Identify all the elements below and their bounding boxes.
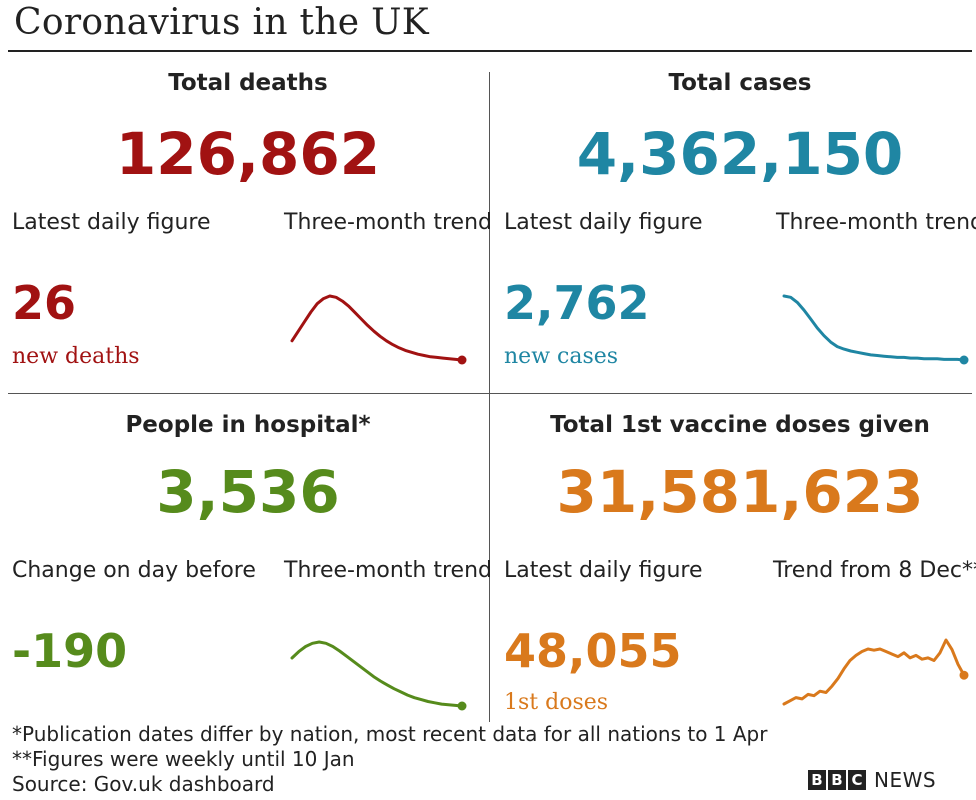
trend-end-point <box>959 355 969 365</box>
latest-value: 48,055 <box>504 624 682 678</box>
footnotes: *Publication dates differ by nation, mos… <box>12 722 767 797</box>
right-label: Three-month trend <box>776 210 976 235</box>
sparkline-hospital <box>290 640 467 711</box>
latest-unit: 1st doses <box>504 690 609 715</box>
panel-cases: Total cases 4,362,150 Latest daily figur… <box>500 66 976 386</box>
title-rule <box>8 50 972 52</box>
latest-value: -190 <box>12 624 128 678</box>
horizontal-divider <box>8 393 972 394</box>
trend-end-point <box>959 670 969 680</box>
total-value: 126,862 <box>115 120 381 188</box>
total-value: 3,536 <box>156 458 340 526</box>
sparkline-deaths <box>290 294 467 365</box>
total-value: 31,581,623 <box>556 458 924 526</box>
latest-unit: new cases <box>504 344 619 369</box>
right-label: Three-month trend <box>284 210 492 235</box>
right-label: Three-month trend <box>284 558 492 583</box>
footnote-publication: *Publication dates differ by nation, mos… <box>12 722 768 746</box>
trend-end-point <box>457 355 467 365</box>
news-wordmark: NEWS <box>874 768 937 792</box>
footnote-weekly: **Figures were weekly until 10 Jan <box>12 747 355 771</box>
bbc-letter: B <box>808 770 826 790</box>
latest-value: 2,762 <box>504 276 650 330</box>
total-value: 4,362,150 <box>576 120 904 188</box>
bbc-blocks: B B C <box>808 770 866 790</box>
left-label: Change on day before <box>12 558 256 583</box>
bbc-letter: B <box>828 770 846 790</box>
sparkline-cases <box>782 294 969 365</box>
left-label: Latest daily figure <box>12 210 211 235</box>
panel-heading: People in hospital* <box>125 412 371 438</box>
right-label: Trend from 8 Dec** <box>773 558 976 583</box>
bbc-letter: C <box>848 770 866 790</box>
trend-line <box>782 294 966 362</box>
panel-hospital: People in hospital* 3,536 Change on day … <box>8 410 492 730</box>
panel-heading: Total 1st vaccine doses given <box>550 412 930 438</box>
source-note: Source: Gov.uk dashboard <box>12 772 275 796</box>
panel-deaths: Total deaths 126,862 Latest daily figure… <box>8 66 492 386</box>
trend-line <box>782 638 966 706</box>
latest-unit: new deaths <box>12 344 140 369</box>
left-label: Latest daily figure <box>504 558 703 583</box>
trend-line <box>290 294 464 362</box>
sparkline-vaccine <box>782 638 969 706</box>
panel-vaccine: Total 1st vaccine doses given 31,581,623… <box>500 410 976 730</box>
left-label: Latest daily figure <box>504 210 703 235</box>
panel-heading: Total deaths <box>168 70 328 96</box>
trend-end-point <box>457 701 467 711</box>
vertical-divider <box>489 72 490 722</box>
bbc-news-logo: B B C NEWS <box>808 768 936 792</box>
trend-line <box>290 640 464 708</box>
panel-heading: Total cases <box>668 70 812 96</box>
page-title: Coronavirus in the UK <box>14 2 429 43</box>
latest-value: 26 <box>12 276 77 330</box>
